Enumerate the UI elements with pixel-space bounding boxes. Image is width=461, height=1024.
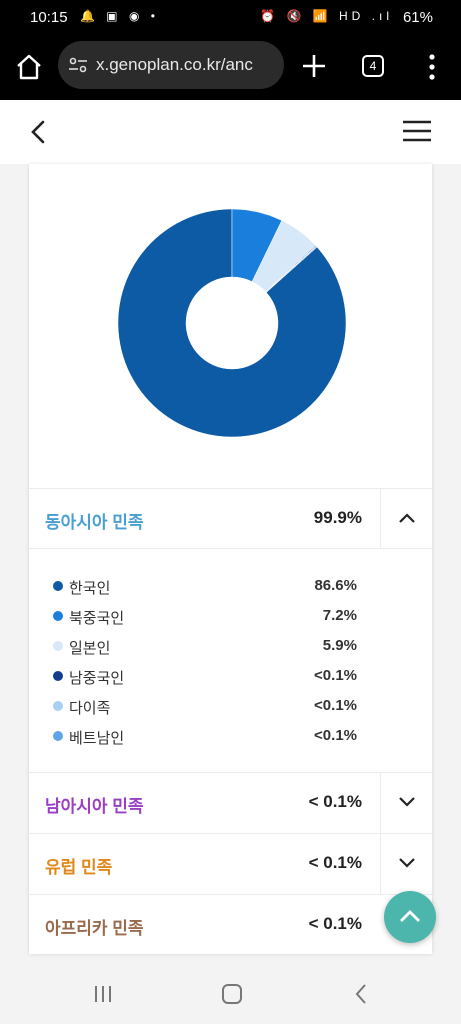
hamburger-menu-icon[interactable] xyxy=(402,118,432,144)
ancestry-card: 동아시아 민족 99.9% 한국인 86.6% 북중국인 7.2% 일본인 5.… xyxy=(29,164,432,954)
subgroup-item: 일본인 5.9% xyxy=(51,634,357,658)
group-label: 유럽 민족 xyxy=(45,858,113,877)
chevron-down-icon xyxy=(399,797,415,807)
legend-dot-icon xyxy=(53,641,63,651)
subgroup-item: 베트남인 <0.1% xyxy=(51,724,357,748)
site-settings-icon[interactable] xyxy=(68,55,88,75)
more-options-icon[interactable] xyxy=(424,52,440,82)
group-row-europe[interactable]: 유럽 민족 < 0.1% xyxy=(29,833,432,894)
subgroup-value: <0.1% xyxy=(314,697,357,714)
subgroup-value: 7.2% xyxy=(322,607,357,624)
east-asia-subgroup-list: 한국인 86.6% 북중국인 7.2% 일본인 5.9% 남중국인 <0.1% … xyxy=(29,548,432,772)
notification-icons: 🔔 ▣ ◉ • xyxy=(80,9,159,23)
subgroup-label: 다이족 xyxy=(69,700,111,717)
status-bar: 10:15 🔔 ▣ ◉ • ⏰ 🔇 📶 HD .ıl 61% xyxy=(0,0,461,36)
recent-apps-icon[interactable] xyxy=(93,984,113,1004)
system-icons: ⏰ 🔇 📶 HD .ıl xyxy=(260,9,393,23)
legend-dot-icon xyxy=(53,611,63,621)
collapse-button[interactable] xyxy=(380,489,432,549)
group-label: 남아시아 민족 xyxy=(45,797,144,816)
chevron-up-icon xyxy=(400,910,420,922)
group-label: 동아시아 민족 xyxy=(45,513,144,532)
subgroup-label: 베트남인 xyxy=(69,730,125,747)
new-tab-icon[interactable] xyxy=(300,52,328,80)
app-header xyxy=(0,100,461,164)
group-value: 99.9% xyxy=(313,508,362,527)
chevron-up-icon xyxy=(399,513,415,523)
home-icon[interactable] xyxy=(14,52,44,82)
group-row-east-asia[interactable]: 동아시아 민족 99.9% xyxy=(29,488,432,549)
system-navigation-bar xyxy=(0,966,461,1024)
chevron-down-icon xyxy=(399,858,415,868)
subgroup-value: 86.6% xyxy=(314,577,357,594)
scroll-to-top-button[interactable] xyxy=(384,891,436,943)
group-value: < 0.1% xyxy=(308,914,362,933)
subgroup-item: 다이족 <0.1% xyxy=(51,694,357,718)
subgroup-value: <0.1% xyxy=(314,727,357,744)
expand-button[interactable] xyxy=(380,834,432,894)
subgroup-label: 남중국인 xyxy=(69,670,125,687)
group-row-africa[interactable]: 아프리카 민족 < 0.1% xyxy=(29,894,432,954)
subgroup-value: 5.9% xyxy=(322,637,357,654)
legend-dot-icon xyxy=(53,701,63,711)
tab-switcher-button[interactable]: 4 xyxy=(362,55,384,77)
legend-dot-icon xyxy=(53,581,63,591)
home-nav-icon[interactable] xyxy=(222,984,242,1004)
subgroup-label: 북중국인 xyxy=(69,610,125,627)
expand-button[interactable] xyxy=(380,773,432,833)
battery-level: 61% xyxy=(402,9,433,26)
group-value: < 0.1% xyxy=(308,853,362,872)
subgroup-item: 북중국인 7.2% xyxy=(51,604,357,628)
subgroup-label: 한국인 xyxy=(69,580,111,597)
group-label: 아프리카 민족 xyxy=(45,919,144,938)
legend-dot-icon xyxy=(53,731,63,741)
subgroup-label: 일본인 xyxy=(69,640,111,657)
group-value: < 0.1% xyxy=(308,792,362,811)
browser-toolbar: x.genoplan.co.kr/anc 4 xyxy=(0,36,461,100)
subgroup-item: 한국인 86.6% xyxy=(51,574,357,598)
donut-slice-5 xyxy=(265,246,318,293)
legend-dot-icon xyxy=(53,671,63,681)
donut-slice-0 xyxy=(117,208,347,438)
status-time: 10:15 xyxy=(30,9,68,26)
address-bar[interactable]: x.genoplan.co.kr/anc xyxy=(58,41,284,89)
group-row-south-asia[interactable]: 남아시아 민족 < 0.1% xyxy=(29,772,432,833)
back-nav-icon[interactable] xyxy=(354,983,368,1005)
ancestry-donut-chart xyxy=(117,208,347,438)
subgroup-item: 남중국인 <0.1% xyxy=(51,664,357,688)
url-text[interactable]: x.genoplan.co.kr/anc xyxy=(96,55,253,74)
subgroup-value: <0.1% xyxy=(314,667,357,684)
back-icon[interactable] xyxy=(28,120,50,144)
